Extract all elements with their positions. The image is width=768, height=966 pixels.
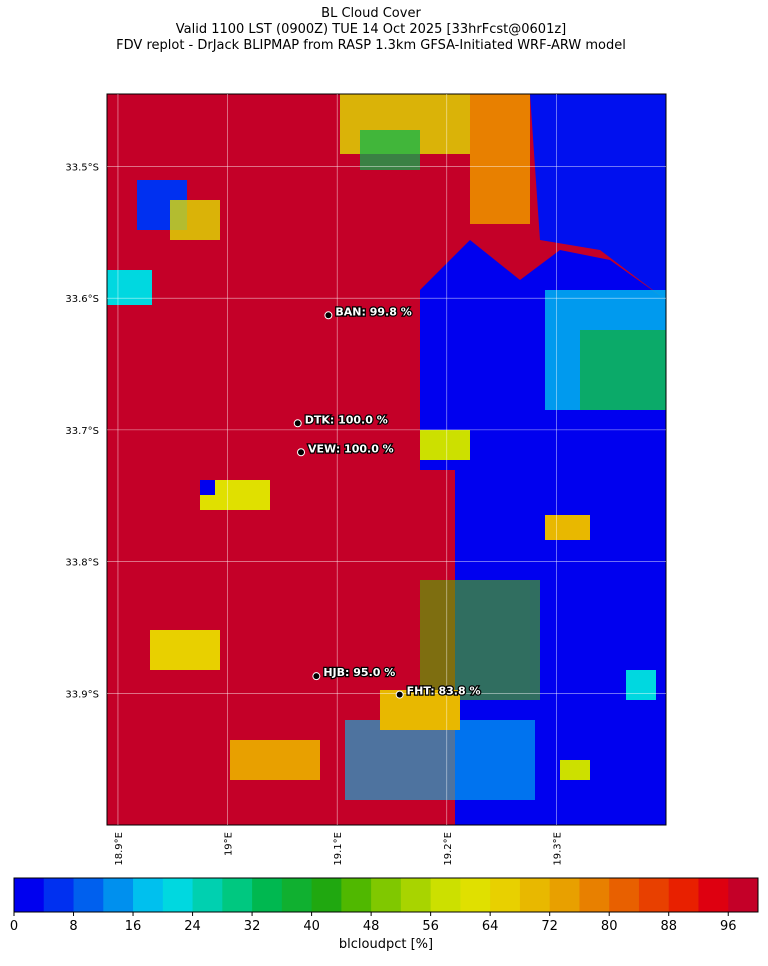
station-marker xyxy=(297,448,306,457)
colorbar-segment xyxy=(549,878,580,912)
lon-tick-label: 18.9°E xyxy=(114,832,125,866)
colorbar: 0 8 16 24 32 40 48 56 64 72 80 88 96 xyxy=(10,877,759,934)
colorbar-tick-label: 72 xyxy=(541,919,558,934)
colorbar-segment xyxy=(519,878,551,912)
colorbar-segment xyxy=(14,878,45,912)
station-marker xyxy=(312,672,321,681)
colorbar-tick-label: 8 xyxy=(69,919,77,934)
map-field xyxy=(107,94,666,825)
colorbar-segment xyxy=(728,878,759,912)
lat-tick-label: 33.9°S xyxy=(65,689,99,700)
map-frame xyxy=(106,93,667,826)
colorbar-tick-label: 48 xyxy=(363,919,380,934)
station-label: BAN: 99.8 % xyxy=(335,305,411,318)
station-label: DTK: 100.0 % xyxy=(305,413,388,426)
colorbar-tick-label: 0 xyxy=(10,919,18,934)
colorbar-segment xyxy=(43,878,75,912)
colorbar-label: blcloudpct [%] xyxy=(339,937,433,952)
colorbar-segment xyxy=(430,878,461,912)
subtitle: Valid 1100 LST (0900Z) TUE 14 Oct 2025 [… xyxy=(176,22,566,37)
station-marker xyxy=(324,311,333,320)
colorbar-frame xyxy=(13,877,759,913)
colorbar-segment xyxy=(460,878,491,912)
colorbar-tick-label: 16 xyxy=(125,919,142,934)
colorbar-tick-label: 40 xyxy=(303,919,320,934)
colorbar-segment xyxy=(133,878,164,912)
colorbar-segment xyxy=(400,878,432,912)
colorbar-segment xyxy=(162,878,194,912)
colorbar-segment xyxy=(311,878,342,912)
colorbar-segment xyxy=(341,878,372,912)
source: FDV replot - DrJack BLIPMAP from RASP 1.… xyxy=(116,38,626,53)
lon-tick-label: 19.2°E xyxy=(443,832,454,866)
station-marker xyxy=(293,419,302,428)
colorbar-segment xyxy=(371,878,402,912)
colorbar-segment xyxy=(579,878,610,912)
colorbar-tick-label: 24 xyxy=(184,919,201,934)
colorbar-segment xyxy=(103,878,134,912)
colorbar-segment xyxy=(73,878,104,912)
lat-tick-label: 33.8°S xyxy=(65,558,99,569)
lat-tick-label: 33.5°S xyxy=(65,162,99,173)
colorbar-segment xyxy=(281,878,313,912)
title: BL Cloud Cover xyxy=(321,6,421,21)
colorbar-segment xyxy=(638,878,670,912)
station-label: FHT: 83.8 % xyxy=(407,685,481,698)
colorbar-tick-label: 32 xyxy=(244,919,261,934)
colorbar-segment xyxy=(668,878,699,912)
colorbar-segment xyxy=(609,878,640,912)
lon-tick-label: 19.1°E xyxy=(333,832,344,866)
colorbar-tick-label: 96 xyxy=(720,919,737,934)
colorbar-tick-label: 88 xyxy=(660,919,677,934)
colorbar-segment xyxy=(490,878,521,912)
lon-tick-label: 19°E xyxy=(224,832,235,856)
lat-tick-label: 33.7°S xyxy=(65,426,99,437)
colorbar-tick-label: 64 xyxy=(482,919,499,934)
station-marker xyxy=(395,690,404,699)
lat-tick-label: 33.6°S xyxy=(65,294,99,305)
colorbar-segment xyxy=(222,878,253,912)
station-label: VEW: 100.0 % xyxy=(308,442,394,455)
colorbar-tick-label: 80 xyxy=(601,919,618,934)
lon-tick-label: 19.3°E xyxy=(552,832,563,866)
station-label: HJB: 95.0 % xyxy=(323,666,395,679)
colorbar-tick-label: 56 xyxy=(422,919,439,934)
colorbar-segment xyxy=(698,878,729,912)
colorbar-segment xyxy=(192,878,223,912)
colorbar-segment xyxy=(252,878,283,912)
